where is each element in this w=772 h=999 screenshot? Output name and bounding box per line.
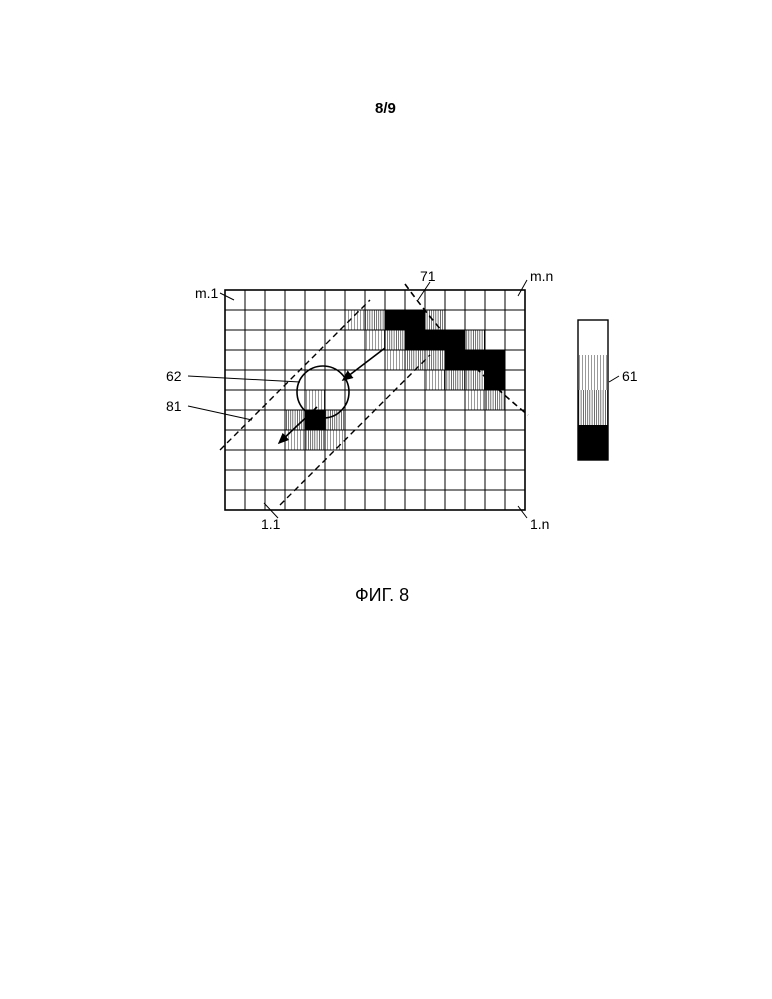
figure-caption: ФИГ. 8 (355, 585, 409, 606)
label-61: 61 (622, 368, 638, 384)
label-62: 62 (166, 368, 182, 384)
label-81: 81 (166, 398, 182, 414)
label-1-n: 1.n (530, 516, 549, 532)
figure-svg (0, 0, 772, 999)
label-71: 71 (420, 268, 436, 284)
label-1-1: 1.1 (261, 516, 280, 532)
label-m1: m.1 (195, 285, 218, 301)
label-mn: m.n (530, 268, 553, 284)
legend-bar (578, 320, 608, 460)
